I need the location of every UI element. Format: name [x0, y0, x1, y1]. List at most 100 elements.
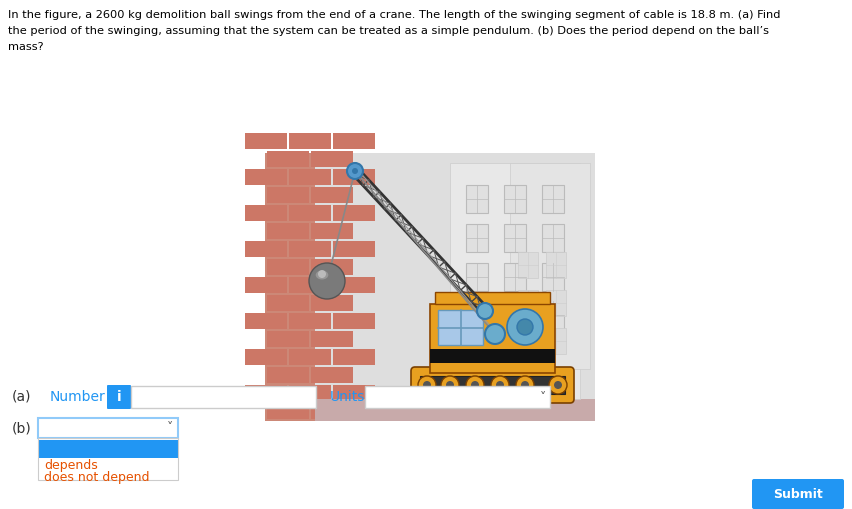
Bar: [333, 205, 375, 221]
Circle shape: [517, 319, 533, 335]
Circle shape: [554, 381, 562, 389]
Circle shape: [318, 270, 326, 278]
Bar: [265, 153, 315, 421]
Circle shape: [309, 263, 345, 299]
Bar: [438, 310, 483, 345]
Circle shape: [347, 163, 363, 179]
Bar: [265, 153, 595, 421]
Bar: [546, 328, 566, 354]
Circle shape: [418, 376, 436, 394]
Bar: [267, 259, 309, 275]
Bar: [333, 241, 375, 257]
Circle shape: [423, 381, 431, 389]
Bar: [504, 185, 526, 213]
Bar: [466, 185, 488, 213]
Bar: [267, 295, 309, 311]
Bar: [289, 169, 331, 185]
Ellipse shape: [316, 270, 328, 279]
Bar: [311, 223, 353, 239]
Bar: [289, 349, 331, 365]
Text: Units: Units: [330, 390, 366, 404]
Text: ˅: ˅: [540, 390, 546, 404]
Bar: [38, 418, 178, 438]
Bar: [289, 133, 331, 149]
Bar: [267, 367, 309, 383]
Polygon shape: [265, 153, 315, 421]
Bar: [333, 133, 375, 149]
Bar: [333, 169, 375, 185]
Bar: [245, 241, 287, 257]
Text: does not depend: does not depend: [44, 471, 149, 485]
Text: depends: depends: [44, 460, 98, 472]
Bar: [542, 301, 564, 329]
Bar: [311, 295, 353, 311]
Bar: [289, 241, 331, 257]
Bar: [546, 290, 566, 316]
Circle shape: [446, 381, 454, 389]
Bar: [245, 277, 287, 293]
Bar: [518, 328, 538, 354]
Bar: [289, 205, 331, 221]
Bar: [38, 438, 178, 480]
Bar: [245, 313, 287, 329]
Bar: [333, 277, 375, 293]
Bar: [435, 292, 550, 304]
Bar: [289, 277, 331, 293]
Text: i: i: [117, 390, 121, 404]
Circle shape: [516, 376, 534, 394]
Bar: [542, 224, 564, 252]
Circle shape: [521, 381, 529, 389]
Circle shape: [352, 168, 358, 174]
Bar: [245, 349, 287, 365]
Text: ˅: ˅: [167, 421, 173, 435]
Bar: [504, 224, 526, 252]
Circle shape: [477, 303, 493, 319]
Bar: [311, 403, 353, 419]
Circle shape: [491, 376, 509, 394]
Circle shape: [549, 376, 567, 394]
Bar: [245, 133, 287, 149]
Bar: [333, 349, 375, 365]
Bar: [311, 187, 353, 203]
FancyBboxPatch shape: [752, 479, 844, 509]
Bar: [245, 169, 287, 185]
Bar: [245, 205, 287, 221]
Bar: [466, 301, 488, 329]
Bar: [38, 440, 178, 458]
Bar: [430, 304, 555, 373]
Bar: [311, 331, 353, 347]
FancyBboxPatch shape: [107, 385, 131, 409]
Bar: [466, 263, 488, 291]
Bar: [245, 385, 287, 401]
Text: the period of the swinging, assuming that the system can be treated as a simple : the period of the swinging, assuming tha…: [8, 26, 769, 36]
Circle shape: [441, 376, 459, 394]
Bar: [333, 385, 375, 401]
Bar: [267, 403, 309, 419]
Text: mass?: mass?: [8, 42, 43, 52]
Bar: [542, 263, 564, 291]
Text: (a): (a): [12, 390, 32, 404]
Bar: [430, 349, 555, 363]
Bar: [311, 367, 353, 383]
Bar: [311, 259, 353, 275]
Bar: [38, 456, 178, 480]
Bar: [289, 313, 331, 329]
Bar: [504, 263, 526, 291]
Bar: [518, 290, 538, 316]
Bar: [311, 151, 353, 167]
Bar: [518, 252, 538, 278]
Bar: [365, 386, 550, 408]
Text: (b): (b): [12, 422, 32, 436]
Bar: [504, 301, 526, 329]
Bar: [289, 385, 331, 401]
Bar: [315, 399, 595, 421]
Bar: [510, 163, 590, 369]
Text: Number: Number: [50, 390, 106, 404]
Circle shape: [466, 376, 484, 394]
Bar: [420, 376, 565, 394]
Text: In the figure, a 2600 kg demolition ball swings from the end of a crane. The len: In the figure, a 2600 kg demolition ball…: [8, 10, 780, 20]
Bar: [450, 163, 580, 399]
Circle shape: [507, 309, 543, 345]
Circle shape: [471, 381, 479, 389]
Bar: [542, 185, 564, 213]
